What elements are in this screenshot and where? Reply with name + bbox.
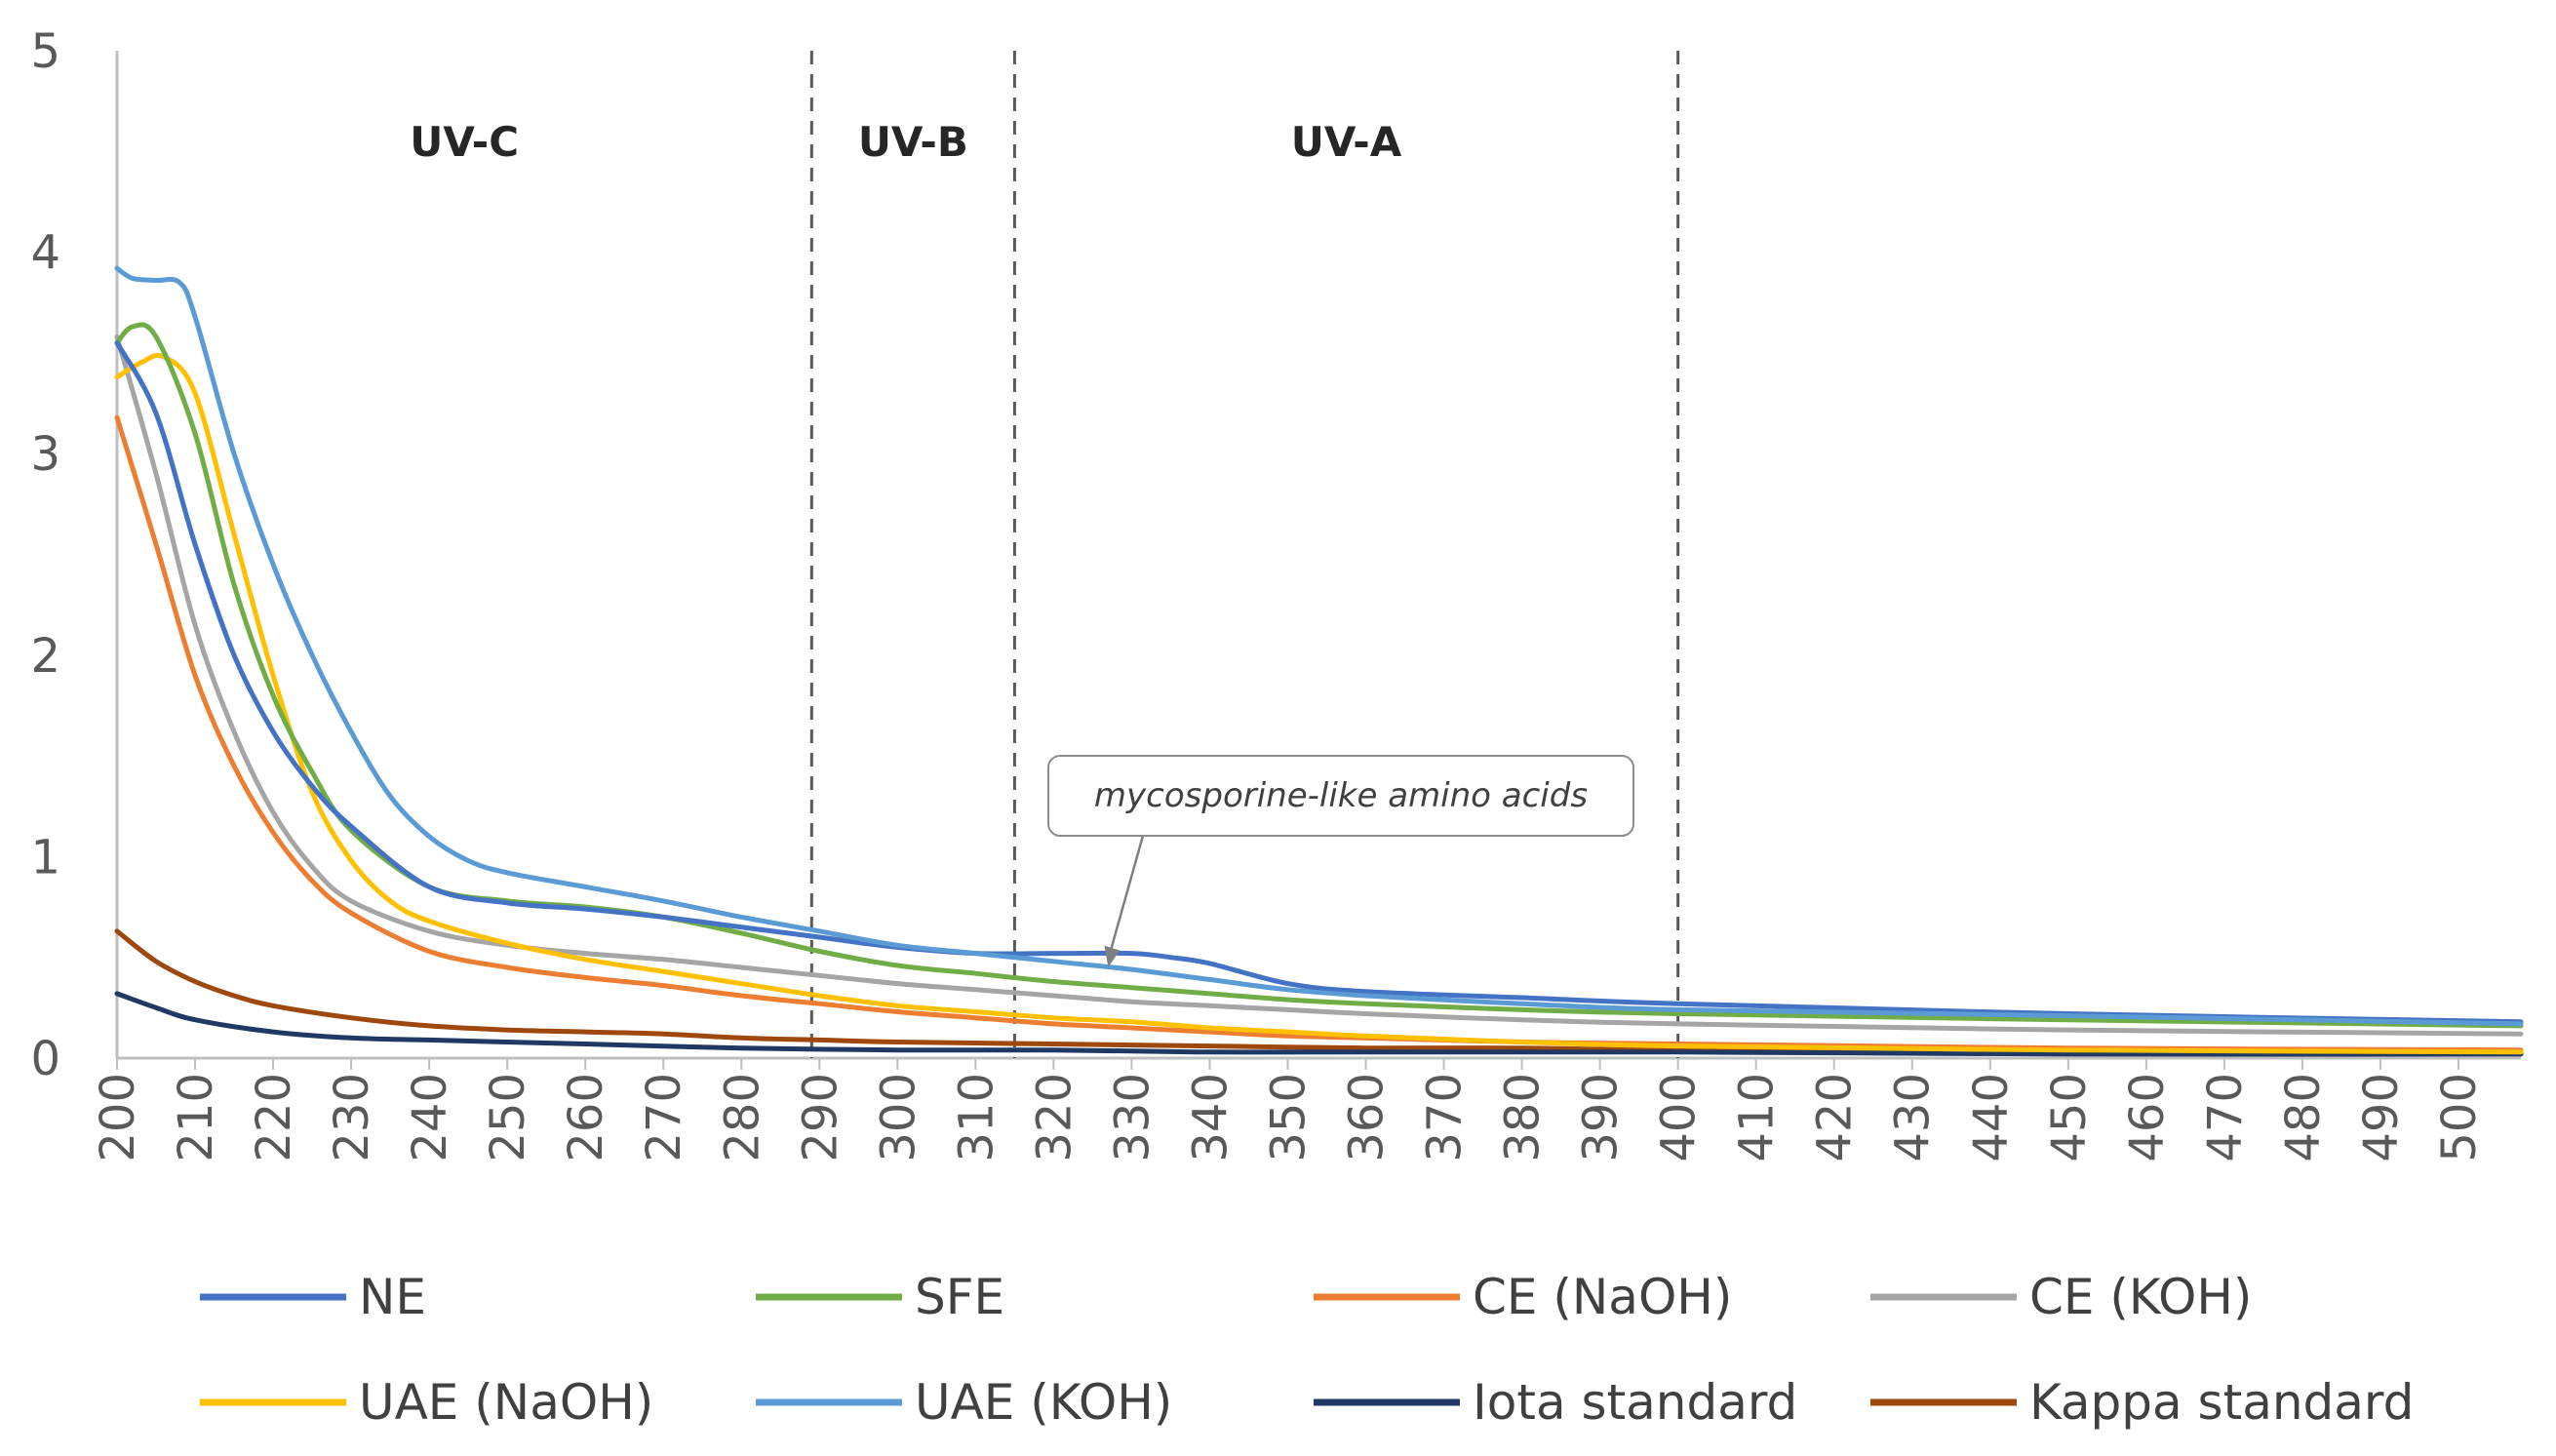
x-tick-label: 320	[1027, 1073, 1081, 1162]
y-tick-label: 2	[30, 629, 60, 684]
x-tick-label: 460	[2120, 1073, 2175, 1162]
x-tick-label: 480	[2276, 1073, 2331, 1162]
legend-label: Iota standard	[1473, 1374, 1797, 1431]
annotation-text: mycosporine-like amino acids	[1094, 776, 1588, 815]
x-tick-label: 260	[559, 1073, 613, 1162]
series-line-uae-naoh	[114, 352, 2524, 1055]
x-tick-label: 430	[1886, 1073, 1941, 1162]
legend: NE SFE CE (NaOH) CE (KOH) UAE (NaOH) UAE (KOH…	[200, 1269, 2414, 1431]
y-tick-label: 4	[30, 226, 60, 281]
y-tick-label: 0	[30, 1032, 60, 1086]
x-tick-label: 500	[2432, 1073, 2487, 1162]
x-tick-label: 420	[1808, 1073, 1863, 1162]
region-label: UV-A	[1291, 118, 1402, 166]
x-tick-label: 380	[1496, 1073, 1551, 1162]
axes: 0 1 2 3 4 5 200 210 220 230 240 250 260 270 280 290 300…	[30, 24, 2521, 1162]
annotation: mycosporine-like amino acids	[1047, 755, 1634, 967]
legend-label: CE (NaOH)	[1473, 1269, 1732, 1325]
series-line-ce-koh	[114, 334, 2524, 1037]
y-tick-label: 5	[30, 24, 60, 79]
x-tick-label: 440	[1964, 1073, 2019, 1162]
x-tick-label: 300	[871, 1073, 925, 1162]
series-line-uae-koh	[114, 265, 2524, 1027]
x-tick-label: 410	[1730, 1073, 1785, 1162]
x-tick-label: 310	[949, 1073, 1003, 1162]
region-label: UV-C	[410, 118, 519, 166]
y-tick-labels: 0 1 2 3 4 5	[30, 24, 60, 1086]
region-label: UV-B	[858, 118, 968, 166]
x-tick-label: 470	[2198, 1073, 2253, 1162]
x-tick-label: 290	[793, 1073, 847, 1162]
legend-label: UAE (KOH)	[915, 1374, 1172, 1431]
x-tick-label: 220	[247, 1073, 301, 1162]
annotation-box	[1047, 755, 1634, 837]
x-tick-label: 200	[91, 1073, 145, 1162]
x-tick-label: 360	[1340, 1073, 1395, 1162]
y-tick-label: 1	[30, 830, 60, 885]
legend-label: Kappa standard	[2029, 1374, 2414, 1431]
legend-label: NE	[359, 1269, 426, 1325]
annotation-arrow	[1107, 835, 1145, 960]
x-tick-label: 450	[2042, 1073, 2097, 1162]
x-tick-label: 390	[1574, 1073, 1629, 1162]
x-tick-label: 210	[169, 1073, 223, 1162]
x-tick-label: 330	[1105, 1073, 1160, 1162]
region-dividers	[809, 51, 1680, 1058]
series-line-ne	[114, 340, 2524, 1025]
x-tick-label: 280	[715, 1073, 769, 1162]
x-tick-label: 230	[325, 1073, 379, 1162]
legend-label: SFE	[915, 1269, 1004, 1325]
x-tick-label: 340	[1183, 1073, 1238, 1162]
x-tick-label: 370	[1418, 1073, 1473, 1162]
x-tick-labels: 200 210 220 230 240 250 260 270 280 290 300 310 320 3…	[91, 1058, 2487, 1162]
series-line-sfe	[114, 322, 2524, 1029]
legend-label: UAE (NaOH)	[359, 1374, 653, 1431]
region-labels: UV-C UV-B UV-A	[410, 118, 1402, 166]
x-tick-label: 350	[1261, 1073, 1316, 1162]
legend-label: CE (KOH)	[2029, 1269, 2252, 1325]
series-lines	[114, 265, 2524, 1057]
x-tick-label: 240	[403, 1073, 457, 1162]
series-line-ce-naoh	[114, 414, 2524, 1053]
y-tick-label: 3	[30, 427, 60, 482]
x-tick-label: 270	[637, 1073, 691, 1162]
series-line-iota-standard	[114, 991, 2524, 1057]
x-tick-label: 250	[481, 1073, 535, 1162]
x-tick-label: 490	[2354, 1073, 2409, 1162]
annotation-arrowhead	[1104, 945, 1121, 967]
x-tick-label: 400	[1652, 1073, 1707, 1162]
